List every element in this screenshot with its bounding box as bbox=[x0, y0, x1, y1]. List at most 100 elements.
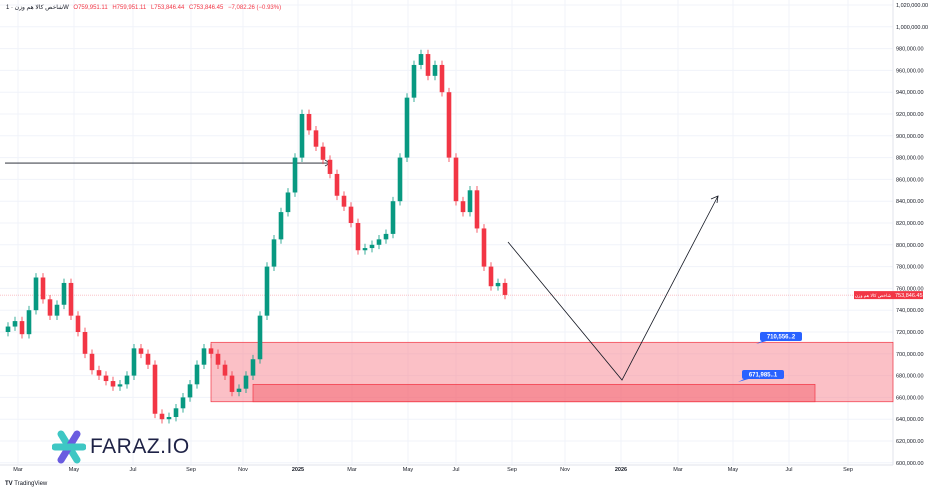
candle-body bbox=[96, 370, 102, 376]
x-tick-label: 2026 bbox=[615, 467, 627, 473]
y-tick-label: 960,000.00 bbox=[896, 68, 924, 74]
candle-body bbox=[334, 173, 340, 196]
candle-body bbox=[215, 353, 221, 365]
candle-body bbox=[439, 64, 445, 93]
candle-body bbox=[376, 239, 382, 245]
price-label-box bbox=[742, 370, 784, 379]
candle-body bbox=[306, 114, 312, 131]
candle-body bbox=[54, 304, 60, 316]
candle-body bbox=[474, 190, 480, 229]
candle-body bbox=[180, 397, 186, 409]
symbol-title: شاخص کالا هم وزن · 1W bbox=[6, 5, 69, 11]
y-tick-label: 920,000.00 bbox=[896, 112, 924, 118]
last-price-name-box bbox=[854, 291, 893, 300]
candle-body bbox=[173, 408, 179, 418]
y-tick-label: 720,000.00 bbox=[896, 330, 924, 336]
x-tick-label: Sep bbox=[507, 467, 517, 473]
y-tick-label: 600,000.00 bbox=[896, 461, 924, 467]
low-value: L753,846.44 bbox=[150, 5, 185, 11]
x-tick-label: Jul bbox=[452, 467, 459, 473]
candle-body bbox=[68, 282, 74, 316]
x-tick-label: Mar bbox=[347, 467, 357, 473]
candle-body bbox=[33, 277, 39, 311]
y-tick-label: 680,000.00 bbox=[896, 374, 924, 380]
candle-body bbox=[460, 201, 466, 213]
candle-body bbox=[383, 233, 389, 240]
candle-body bbox=[432, 64, 438, 76]
candle-body bbox=[229, 375, 235, 392]
candle-body bbox=[446, 92, 452, 158]
y-tick-label: 940,000.00 bbox=[896, 90, 924, 96]
candle-body bbox=[12, 321, 18, 327]
candle-body bbox=[82, 332, 88, 354]
x-tick-label: Nov bbox=[560, 467, 570, 473]
chart-header: شاخص کالا هم وزن · 1W O759,951.11 H759,9… bbox=[6, 4, 281, 11]
candle-body bbox=[75, 315, 81, 332]
candle-body bbox=[404, 97, 410, 158]
candle-body bbox=[131, 348, 137, 376]
candle-body bbox=[418, 54, 424, 65]
candle-body bbox=[187, 384, 193, 398]
y-tick-label: 900,000.00 bbox=[896, 134, 924, 140]
candle-body bbox=[222, 364, 228, 376]
candle-body bbox=[369, 244, 375, 249]
candle-body bbox=[5, 326, 11, 332]
candle-body bbox=[26, 310, 32, 335]
y-tick-label: 660,000.00 bbox=[896, 395, 924, 401]
projection-path bbox=[507, 195, 719, 381]
candle-body bbox=[201, 348, 207, 365]
candle-body bbox=[264, 266, 270, 316]
x-tick-label: Nov bbox=[238, 467, 248, 473]
projection-arrow-icon bbox=[710, 195, 719, 204]
candle-body bbox=[194, 364, 200, 385]
price-label-box bbox=[760, 332, 802, 341]
candle-body bbox=[355, 223, 361, 251]
candle-body bbox=[348, 206, 354, 223]
price-label-text: 710,556..2 bbox=[767, 335, 796, 341]
candle-body bbox=[285, 192, 291, 213]
y-tick-label: 980,000.00 bbox=[896, 47, 924, 53]
x-tick-label: 2025 bbox=[292, 467, 304, 473]
candle-body bbox=[152, 364, 158, 414]
candle-body bbox=[47, 299, 53, 316]
candle-body bbox=[236, 388, 242, 392]
x-tick-label: Jul bbox=[785, 467, 792, 473]
x-tick-label: Mar bbox=[13, 467, 23, 473]
candle-body bbox=[467, 190, 473, 213]
candle-body bbox=[117, 384, 123, 387]
last-price-value: 753,846.45 bbox=[895, 293, 923, 299]
logo-text: FARAZ.IO bbox=[90, 435, 190, 458]
y-tick-label: 1,020,000.00 bbox=[896, 3, 928, 9]
y-tick-label: 760,000.00 bbox=[896, 286, 924, 292]
tradingview-label: TradingView bbox=[14, 481, 48, 487]
faraz-logo: FARAZ.IO bbox=[52, 430, 190, 464]
candle-body bbox=[257, 315, 263, 360]
candle-body bbox=[362, 248, 368, 251]
candle-body bbox=[341, 195, 347, 207]
x-tick-label: Sep bbox=[186, 467, 196, 473]
candle-body bbox=[124, 375, 130, 385]
y-tick-label: 740,000.00 bbox=[896, 308, 924, 314]
y-tick-label: 840,000.00 bbox=[896, 199, 924, 205]
x-tick-label: Mar bbox=[673, 467, 683, 473]
candle-body bbox=[411, 64, 417, 98]
candle-body bbox=[397, 157, 403, 202]
open-value: O759,951.11 bbox=[73, 5, 108, 11]
tradingview-footer[interactable]: TV TradingView bbox=[5, 481, 47, 487]
x-tick-label: May bbox=[69, 467, 80, 473]
price-label-text: 671,985..1 bbox=[749, 373, 778, 379]
y-tick-label: 780,000.00 bbox=[896, 265, 924, 271]
candle-body bbox=[19, 321, 25, 335]
candle-body bbox=[320, 146, 326, 160]
candle-body bbox=[299, 114, 305, 158]
close-value: C753,846.45 bbox=[188, 5, 224, 11]
candle-body bbox=[271, 239, 277, 267]
y-tick-label: 860,000.00 bbox=[896, 177, 924, 183]
candle-body bbox=[495, 282, 501, 287]
candle-body bbox=[103, 375, 109, 382]
asterisk-logo-icon bbox=[52, 430, 86, 464]
candle-body bbox=[292, 157, 298, 193]
candle-body bbox=[278, 212, 284, 240]
y-tick-label: 640,000.00 bbox=[896, 417, 924, 423]
